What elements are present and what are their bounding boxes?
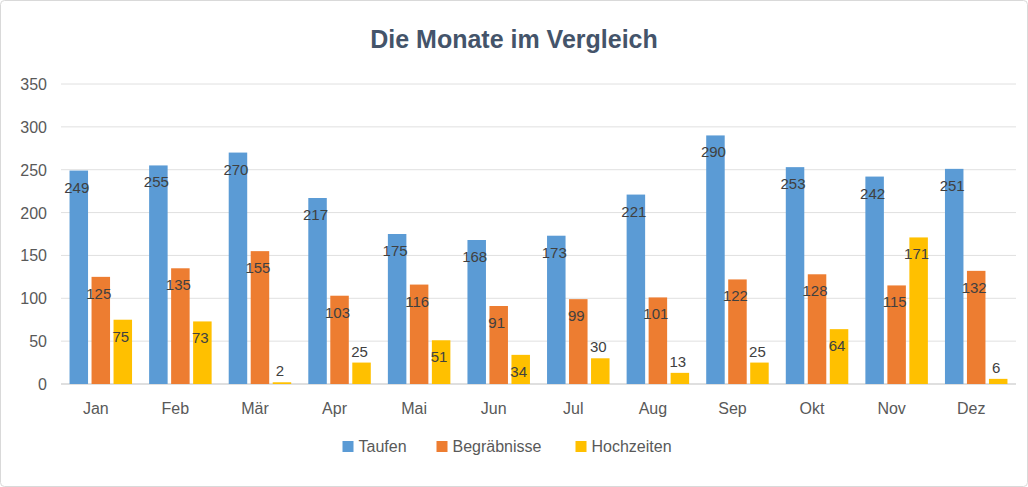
data-label: 253	[781, 175, 806, 192]
bar	[352, 363, 371, 384]
chart-svg: Die Monate im Vergleich 0 50 100 150 200 250 30…	[0, 0, 1028, 487]
y-tick-label: 100	[20, 290, 47, 307]
x-tick-label: Sep	[718, 400, 747, 417]
data-label: 91	[488, 314, 505, 331]
data-label: 242	[860, 185, 885, 202]
legend-label: Taufen	[359, 438, 407, 455]
data-label: 270	[223, 161, 248, 178]
data-label: 221	[621, 203, 646, 220]
data-label: 173	[542, 244, 567, 261]
data-label: 122	[723, 287, 748, 304]
data-label: 30	[590, 338, 607, 355]
legend-label: Hochzeiten	[592, 438, 672, 455]
x-tick-label: Feb	[162, 400, 190, 417]
data-label: 103	[325, 304, 350, 321]
legend-swatch	[437, 441, 448, 452]
x-tick-label: Jul	[563, 400, 583, 417]
data-label: 25	[351, 343, 368, 360]
legend-swatch	[343, 441, 354, 452]
data-label: 171	[904, 245, 929, 262]
bar	[989, 379, 1008, 384]
bar	[273, 382, 292, 384]
data-label: 125	[86, 285, 111, 302]
data-label: 217	[303, 206, 328, 223]
y-tick-label: 150	[20, 247, 47, 264]
chart-title: Die Monate im Vergleich	[370, 25, 658, 53]
x-tick-label: Nov	[877, 400, 905, 417]
grid-line	[61, 84, 1016, 85]
bar	[308, 198, 327, 384]
bar	[750, 363, 769, 384]
data-label: 251	[940, 177, 965, 194]
data-label: 115	[883, 293, 907, 310]
x-tick-label: Jan	[83, 400, 109, 417]
x-tick-label: Apr	[322, 400, 348, 417]
data-label: 290	[701, 143, 726, 160]
data-label: 73	[192, 329, 209, 346]
bar	[591, 358, 610, 384]
y-tick-label: 300	[20, 119, 47, 136]
legend-label: Begräbnisse	[453, 438, 542, 455]
chart-container: Die Monate im Vergleich 0 50 100 150 200 250 30…	[0, 0, 1028, 487]
bar	[229, 153, 248, 384]
bar	[149, 165, 168, 384]
bar	[706, 135, 725, 384]
data-label: 255	[144, 173, 169, 190]
grid-line	[61, 126, 1016, 127]
data-label: 13	[670, 353, 687, 370]
data-label: 128	[803, 282, 828, 299]
bars	[70, 135, 1008, 384]
bar	[786, 167, 805, 384]
grid	[61, 84, 1016, 384]
data-label: 168	[462, 248, 487, 265]
data-label: 132	[962, 279, 987, 296]
y-tick-label: 50	[29, 333, 47, 350]
data-label: 135	[166, 276, 191, 293]
y-tick-label: 200	[20, 205, 47, 222]
data-label: 6	[992, 359, 1000, 376]
bar	[627, 195, 646, 384]
data-label: 175	[383, 242, 408, 259]
bar	[70, 171, 89, 384]
x-tick-label: Dez	[957, 400, 985, 417]
data-label: 64	[829, 337, 846, 354]
data-labels: 249 125 75 255 135 73 270 155 2 217 103 25 175 116 51 1…	[64, 143, 1000, 379]
legend: Taufen Begräbnisse Hochzeiten	[343, 438, 672, 455]
chart-frame	[1, 1, 1028, 487]
y-tick-label: 0	[38, 376, 47, 393]
data-label: 116	[405, 293, 429, 310]
data-label: 34	[510, 363, 527, 380]
data-label: 2	[276, 362, 284, 379]
x-tick-label: Aug	[639, 400, 667, 417]
bar	[865, 177, 884, 384]
legend-swatch	[576, 441, 587, 452]
data-label: 25	[749, 343, 766, 360]
data-label: 51	[431, 348, 448, 365]
y-tick-label: 350	[20, 76, 47, 93]
data-label: 99	[568, 307, 585, 324]
bar	[671, 373, 690, 384]
x-tick-label: Mai	[401, 400, 427, 417]
bar	[945, 169, 964, 384]
data-label: 75	[112, 328, 129, 345]
x-tick-label: Okt	[800, 400, 825, 417]
data-label: 249	[64, 179, 89, 196]
data-label: 101	[643, 305, 668, 322]
data-label: 155	[245, 259, 270, 276]
x-tick-label: Jun	[481, 400, 507, 417]
y-tick-label: 250	[20, 162, 47, 179]
x-tick-label: Mär	[241, 400, 269, 417]
grid-line	[61, 169, 1016, 170]
